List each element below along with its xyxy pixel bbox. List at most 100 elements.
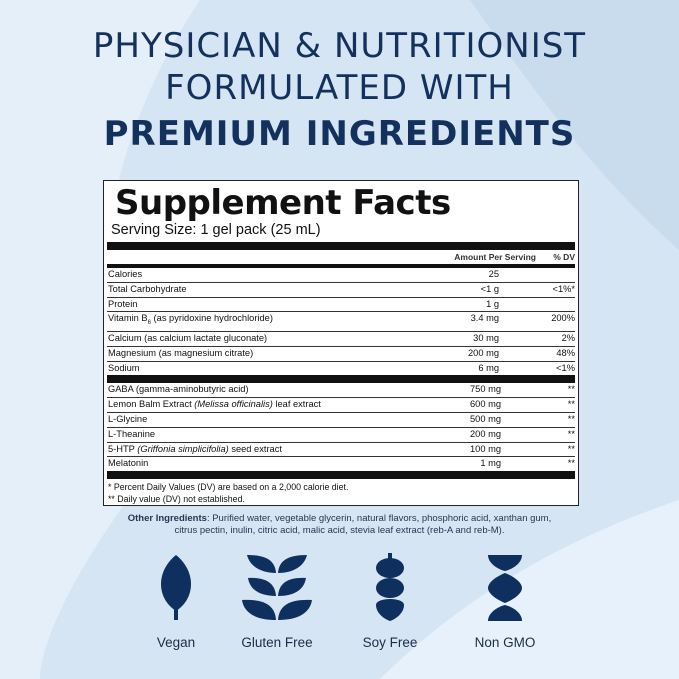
divider — [107, 375, 575, 384]
nutrient-row: Calcium (as calcium lactate gluconate) 30… — [107, 332, 575, 347]
footnote-not-established: ** Daily value (DV) not established. — [108, 494, 245, 505]
facts-header-row: Amount Per Serving % DV — [107, 251, 575, 264]
nutrient-name: Sodium — [108, 362, 409, 376]
nutrient-subscript: 6 — [147, 320, 151, 327]
nutrient-row: Calories 25 — [107, 268, 575, 283]
nutrient-name: Calories — [108, 268, 409, 282]
ingredient-name: L-Theanine — [108, 428, 411, 442]
nutrient-amount: 200 mg — [467, 347, 499, 358]
badge-label: Vegan — [156, 635, 196, 650]
ingredient-row: L-Theanine 200 mg ** — [107, 428, 575, 443]
nutrient-row: Magnesium (as magnesium citrate) 200 mg 48… — [107, 347, 575, 362]
facts-title: Supplement Facts — [115, 183, 451, 223]
ingredient-name-text: L-Glycine — [108, 414, 148, 425]
ingredient-name: L-Glycine — [108, 413, 411, 427]
soybean-icon — [376, 553, 404, 621]
nutrient-amount: 3.4 mg — [470, 313, 499, 324]
other-ingredients: Other Ingredients: Purified water, veget… — [0, 513, 679, 537]
nutrient-dv — [499, 268, 575, 282]
divider — [107, 242, 575, 250]
badge-gluten-free: Gluten Free — [222, 553, 332, 650]
ingredient-name: Lemon Balm Extract (Melissa officinalis)… — [108, 398, 411, 412]
nutrient-name-rest: (as pyridoxine hydrochloride) — [150, 313, 273, 324]
ingredient-dv: ** — [567, 443, 575, 454]
ingredient-name-tail: seed extract — [228, 443, 282, 454]
nutrient-name: Protein — [108, 298, 409, 312]
badge-soy-free: Soy Free — [335, 553, 445, 650]
nutrient-name-text: Magnesium (as magnesium citrate) — [108, 347, 254, 358]
nutrient-name-text: Protein — [108, 298, 138, 309]
ingredient-name-text: Melatonin — [108, 458, 149, 469]
nutrient-row: Sodium 6 mg <1% — [107, 362, 575, 376]
ingredient-amount: 100 mg — [469, 443, 501, 454]
nutrient-dv — [499, 298, 575, 312]
amount-header: Amount Per Serving — [454, 252, 536, 262]
headline-line-2: FORMULATED WITH — [165, 68, 514, 108]
badge-vegan: Vegan — [121, 553, 231, 650]
nutrient-amount: 6 mg — [478, 362, 499, 373]
nutrient-dv: 48% — [556, 347, 575, 358]
nutrient-amount: 30 mg — [473, 333, 499, 344]
nutrient-name: Vitamin B6 (as pyridoxine hydrochloride) — [108, 312, 409, 331]
headline-line-3: PREMIUM INGREDIENTS — [103, 114, 576, 154]
ingredient-row: L-Glycine 500 mg ** — [107, 413, 575, 428]
leaf-icon — [161, 555, 191, 620]
ingredient-dv: ** — [567, 414, 575, 425]
ingredient-name-text: L-Theanine — [108, 428, 156, 439]
ingredient-amount: 500 mg — [469, 414, 501, 425]
divider — [107, 264, 575, 268]
ingredient-dv: ** — [567, 384, 575, 395]
dv-header: % DV — [553, 252, 575, 262]
ingredient-dv: ** — [567, 428, 575, 439]
nutrient-name-text: Vitamin B — [108, 313, 148, 324]
ingredient-dv: ** — [567, 458, 575, 469]
ingredient-name-text: Lemon Balm Extract — [108, 399, 195, 410]
ingredient-amount: 750 mg — [469, 384, 501, 395]
nutrient-row: Total Carbohydrate <1 g <1%* — [107, 283, 575, 298]
nutrient-name-text: Total Carbohydrate — [108, 283, 187, 294]
nutrient-name: Magnesium (as magnesium citrate) — [108, 347, 409, 361]
ingredient-row: Melatonin 1 mg ** — [107, 457, 575, 471]
supplement-facts-panel: Supplement Facts Serving Size: 1 gel pac… — [103, 180, 579, 506]
badge-label: Soy Free — [362, 635, 418, 650]
nutrient-name-text: Calcium (as calcium lactate gluconate) — [108, 333, 268, 344]
other-ingredients-label: Other Ingredients — [127, 513, 207, 524]
ingredient-name-tail: leaf extract — [272, 399, 321, 410]
ingredient-amount: 200 mg — [469, 428, 501, 439]
nutrient-row: Vitamin B6 (as pyridoxine hydrochloride)… — [107, 312, 575, 333]
serving-size: Serving Size: 1 gel pack (25 mL) — [111, 222, 321, 238]
nutrient-name: Total Carbohydrate — [108, 283, 409, 297]
nutrient-name-text: Calories — [108, 269, 143, 279]
ingredient-name: Melatonin — [108, 457, 411, 471]
ingredient-amount: 1 mg — [480, 458, 501, 469]
nutrient-amount: 1 g — [486, 298, 499, 309]
badge-label: Non GMO — [474, 635, 536, 650]
ingredient-latin-name: (Griffonia simplicifolia) — [137, 443, 229, 454]
ingredient-amount: 600 mg — [469, 399, 501, 410]
other-ingredients-text-2: citrus pectin, inulin, citric acid, mali… — [174, 525, 505, 536]
headline-line-1: PHYSICIAN & NUTRITIONIST — [92, 26, 587, 66]
ingredient-row: 5-HTP (Griffonia simplicifolia) seed ext… — [107, 443, 575, 458]
nutrient-dv: 200% — [551, 313, 575, 324]
wheat-icon — [242, 555, 312, 620]
nutrient-row: Protein 1 g — [107, 298, 575, 313]
ingredient-name-text: GABA (gamma-aminobutyric acid) — [108, 384, 249, 395]
nutrient-dv: <1% — [556, 362, 575, 373]
footnote-dv: * Percent Daily Values (DV) are based on… — [108, 482, 349, 493]
nutrient-amount: 25 — [488, 269, 499, 279]
ingredient-name: 5-HTP (Griffonia simplicifolia) seed ext… — [108, 443, 411, 457]
ingredient-latin-name: (Melissa officinalis) — [194, 399, 273, 410]
badge-non-gmo: Non GMO — [450, 553, 560, 650]
other-ingredients-text: : Purified water, vegetable glycerin, na… — [206, 513, 552, 524]
ingredient-row: GABA (gamma-aminobutyric acid) 750 mg ** — [107, 383, 575, 399]
ingredient-name: GABA (gamma-aminobutyric acid) — [108, 383, 411, 397]
nutrient-dv: 2% — [561, 333, 575, 344]
badge-label: Gluten Free — [241, 635, 313, 650]
nutrient-amount: <1 g — [480, 283, 499, 294]
dna-icon — [488, 555, 522, 621]
divider — [107, 471, 575, 480]
nutrient-name: Calcium (as calcium lactate gluconate) — [108, 332, 409, 346]
ingredient-row: Lemon Balm Extract (Melissa officinalis)… — [107, 398, 575, 414]
nutrient-name-text: Sodium — [108, 362, 140, 373]
